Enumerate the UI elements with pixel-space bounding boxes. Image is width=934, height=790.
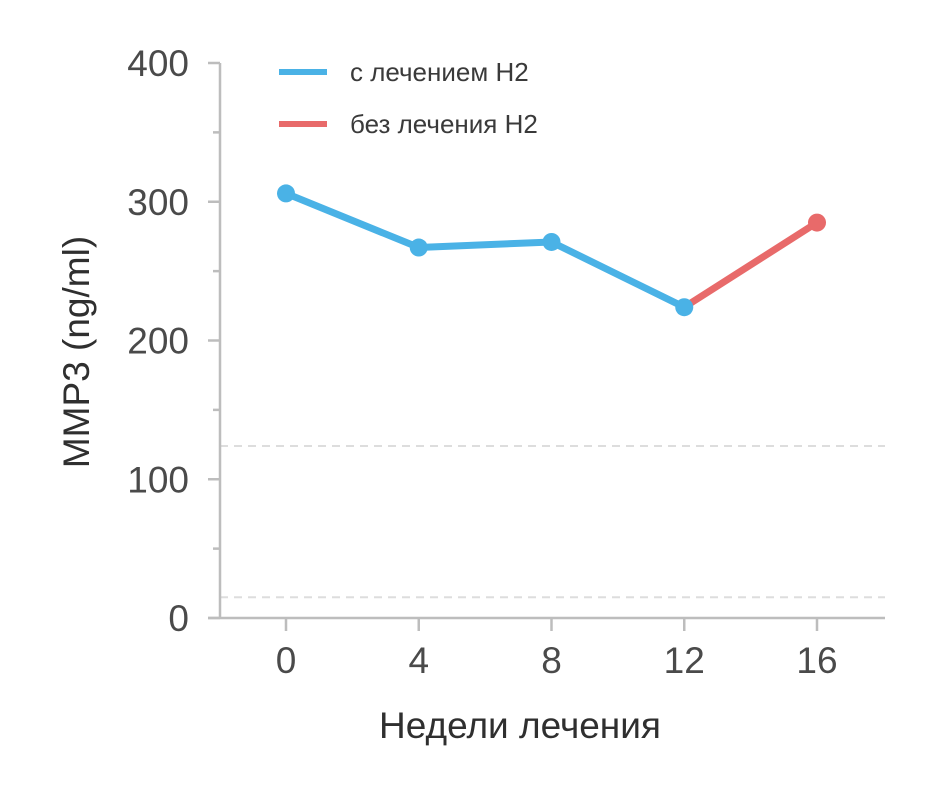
series-line-2: [680, 219, 821, 311]
x-tick-label: 12: [664, 640, 705, 681]
data-point: [277, 184, 295, 203]
x-tick-label: 4: [408, 640, 429, 681]
data-point: [808, 213, 826, 232]
legend-label: без лечения H2: [350, 109, 538, 139]
data-point: [409, 238, 428, 257]
legend-label: с лечением H2: [350, 57, 529, 87]
x-tick-label: 8: [541, 640, 562, 681]
y-tick-label: 400: [127, 43, 189, 84]
y-tick-label: 200: [127, 321, 189, 362]
y-tick-label: 0: [168, 598, 189, 639]
x-tick-label: 0: [276, 640, 297, 681]
data-point: [542, 232, 561, 251]
y-tick-label: 300: [127, 182, 189, 223]
y-tick-label: 100: [127, 459, 189, 500]
data-point: [675, 298, 694, 317]
legend: с лечением H2 без лечения H2: [279, 57, 538, 139]
y-axis-title: MMP3 (ng/ml): [56, 236, 97, 468]
series-layer: [277, 184, 826, 317]
reference-lines: [220, 444, 885, 599]
x-ticks: 0 4 8 12 16: [276, 618, 838, 681]
y-ticks: 0 100 200 300 400: [127, 43, 220, 639]
x-axis-title: Недели лечения: [379, 705, 661, 746]
x-tick-label: 16: [796, 640, 837, 681]
axes: [208, 63, 885, 620]
series-line-1: [282, 189, 688, 311]
